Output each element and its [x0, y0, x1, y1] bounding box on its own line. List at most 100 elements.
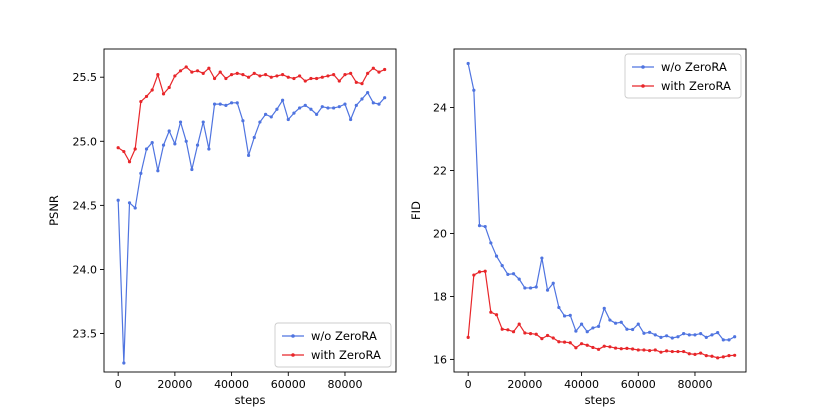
- psnr-y-tick-label: 24.5: [73, 199, 98, 212]
- psnr-x-tick-label: 80000: [327, 378, 362, 391]
- fid-legend-label: with ZeroRA: [661, 79, 731, 93]
- psnr-data-point: [229, 101, 234, 105]
- psnr-data-point: [229, 73, 234, 77]
- psnr-data-point: [252, 135, 256, 140]
- fid-data-point: [591, 345, 595, 350]
- fid-data-point: [477, 270, 482, 274]
- psnr-data-point: [343, 73, 347, 77]
- psnr-data-point: [235, 101, 239, 105]
- fid-data-point: [670, 336, 674, 340]
- fid-data-point: [659, 335, 663, 339]
- psnr-data-point: [343, 102, 347, 106]
- psnr-data-point: [286, 75, 290, 79]
- fid-data-point: [710, 333, 714, 337]
- fid-data-point: [659, 350, 663, 354]
- fid-data-point: [636, 322, 640, 326]
- psnr-data-point: [354, 103, 358, 107]
- fid-data-point: [653, 348, 657, 352]
- fid-y-tick-label: 20: [433, 227, 447, 240]
- fid-data-point: [568, 313, 572, 317]
- fid-data-point: [489, 241, 493, 245]
- fid-data-point: [585, 343, 589, 347]
- fid-legend-box: [624, 53, 742, 99]
- psnr-data-point: [218, 70, 222, 74]
- fid-data-point: [687, 352, 691, 356]
- psnr-data-point: [218, 102, 222, 106]
- psnr-data-point: [354, 80, 358, 84]
- psnr-data-point: [190, 70, 194, 74]
- psnr-data-point: [315, 112, 319, 116]
- psnr-data-point: [337, 105, 341, 109]
- fid-data-point: [472, 273, 476, 277]
- psnr-data-point: [309, 107, 313, 111]
- fid-data-point: [619, 320, 623, 324]
- psnr-data-point: [371, 66, 375, 70]
- fid-data-point: [523, 331, 527, 335]
- psnr-y-axis-label: PSNR: [47, 195, 61, 226]
- fid-data-point: [540, 337, 544, 341]
- fid-data-point: [500, 263, 504, 268]
- psnr-data-point: [320, 75, 324, 79]
- fid-data-point: [557, 340, 561, 344]
- psnr-data-point: [207, 66, 211, 70]
- psnr-data-point: [366, 90, 370, 95]
- psnr-data-point: [292, 111, 296, 115]
- fid-data-point: [477, 224, 482, 228]
- psnr-legend-swatch-marker: [291, 353, 295, 357]
- psnr-y-tick-label: 25.0: [73, 135, 98, 148]
- psnr-data-point: [224, 103, 228, 107]
- fid-axes-frame: [453, 48, 747, 373]
- fid-data-point: [534, 285, 538, 289]
- fid-y-tick-label: 18: [433, 290, 447, 303]
- fid-data-point: [625, 346, 629, 350]
- psnr-data-point: [326, 106, 330, 110]
- psnr-legend-box: [274, 322, 392, 368]
- fid-y-tick-label: 24: [433, 102, 447, 115]
- fid-data-point: [528, 331, 533, 336]
- fid-data-point: [511, 272, 516, 276]
- psnr-data-point: [133, 147, 137, 151]
- psnr-data-point: [241, 119, 245, 123]
- fid-x-axis-label: steps: [585, 393, 616, 407]
- fid-data-point: [562, 340, 567, 344]
- psnr-data-point: [258, 120, 262, 124]
- psnr-data-point: [241, 73, 245, 77]
- fid-data-point: [613, 321, 618, 325]
- fid-data-point: [596, 324, 601, 328]
- psnr-data-point: [275, 74, 279, 78]
- fid-data-point: [545, 288, 550, 292]
- psnr-data-point: [298, 74, 302, 78]
- psnr-data-point: [133, 206, 137, 210]
- psnr-y-tick-label: 24.0: [73, 263, 98, 276]
- fid-data-point: [625, 327, 629, 331]
- fid-data-point: [489, 310, 493, 314]
- psnr-data-point: [292, 76, 296, 81]
- psnr-data-point: [332, 73, 336, 77]
- fid-data-point: [494, 254, 499, 258]
- fid-data-point: [596, 347, 601, 351]
- fid-data-point: [693, 352, 697, 356]
- psnr-data-point: [161, 92, 166, 96]
- fid-data-point: [676, 335, 680, 339]
- psnr-data-point: [156, 169, 160, 173]
- psnr-chart: 0 20000 40000 60000 80000 23.5 24.0 24.5 25.0 25.…: [47, 48, 397, 407]
- fid-data-point: [574, 346, 578, 350]
- fid-data-point: [631, 327, 635, 332]
- psnr-y-tick-label: 23.5: [73, 328, 98, 341]
- psnr-data-point: [195, 143, 200, 147]
- psnr-x-tick-label: 20000: [157, 378, 192, 391]
- psnr-data-point: [263, 73, 268, 77]
- psnr-x-tick-label: 40000: [214, 378, 249, 391]
- psnr-data-point: [252, 71, 256, 75]
- fid-legend-swatch-marker: [641, 84, 645, 88]
- fid-legend-swatch-marker: [641, 65, 645, 69]
- psnr-data-point: [263, 112, 268, 116]
- fid-data-point: [716, 356, 720, 360]
- fid-data-point: [500, 327, 504, 331]
- psnr-data-point: [349, 117, 353, 122]
- psnr-data-point: [281, 98, 285, 102]
- fid-data-point: [562, 314, 567, 318]
- psnr-data-point: [298, 106, 302, 110]
- psnr-data-point: [139, 99, 143, 104]
- psnr-data-point: [184, 65, 188, 69]
